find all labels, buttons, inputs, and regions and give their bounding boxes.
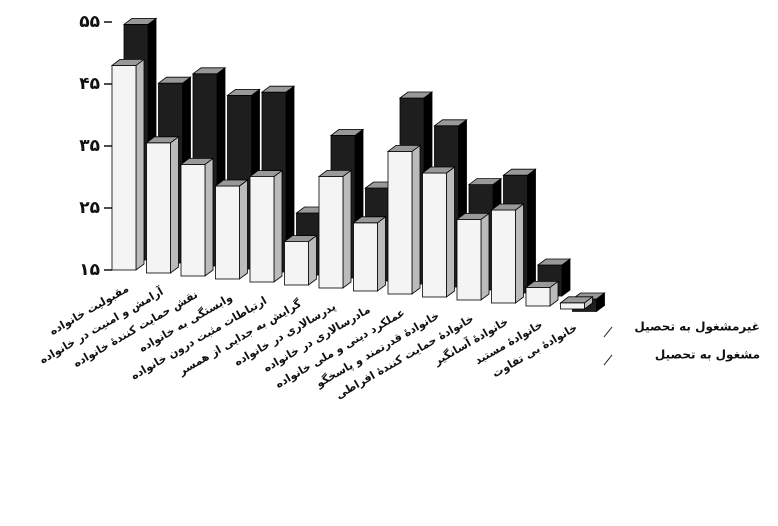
bar-face <box>433 119 468 127</box>
bar-face <box>527 168 536 294</box>
bar-face <box>273 169 283 283</box>
bar-face <box>249 176 275 283</box>
bar-face <box>204 157 214 277</box>
bar-face <box>353 222 378 292</box>
bar-face <box>490 203 525 211</box>
bar-face <box>421 166 456 174</box>
bar <box>214 179 249 280</box>
bar-face <box>318 175 344 289</box>
legend-pointer <box>603 354 613 366</box>
bar-face <box>157 76 192 84</box>
bar-face <box>559 296 594 304</box>
bar-face <box>283 235 318 243</box>
bar-face <box>170 136 179 274</box>
y-tick-label: ۴۵ <box>79 74 100 94</box>
bar-face <box>386 144 422 152</box>
bar-face <box>455 212 491 220</box>
bar-face <box>525 286 551 307</box>
bar-face <box>502 168 537 176</box>
bar-face <box>122 17 158 25</box>
bar-face <box>446 166 455 298</box>
bar <box>317 169 353 289</box>
bar <box>455 212 491 301</box>
bar-face <box>214 179 249 187</box>
bar-face <box>491 209 516 304</box>
bar-face <box>260 85 296 93</box>
bar-face <box>411 144 421 295</box>
bar <box>524 280 560 307</box>
bar-face <box>215 185 240 280</box>
bar-face <box>239 179 248 280</box>
y-tick-label: ۳۵ <box>79 136 100 156</box>
bar-face <box>398 91 434 99</box>
bar-face <box>248 170 284 178</box>
bar-face <box>329 128 365 136</box>
bar-face <box>377 216 386 292</box>
bar-face <box>110 59 146 66</box>
bar-face <box>317 169 353 177</box>
bar <box>248 169 284 283</box>
bar-face <box>456 218 482 301</box>
bar-face <box>560 302 585 310</box>
bar-face <box>111 65 137 271</box>
bar-face <box>146 142 171 274</box>
bar-face <box>387 150 413 295</box>
bar-face <box>422 172 447 298</box>
bar-face <box>515 203 524 304</box>
bar-face <box>145 136 180 144</box>
bar-face <box>352 216 387 224</box>
bar-face <box>467 178 503 186</box>
bar <box>283 234 318 286</box>
legend-label: مشغول به تحصیل <box>655 348 760 363</box>
bar-face <box>536 258 572 266</box>
bar <box>386 144 422 295</box>
bar-face <box>226 89 261 96</box>
bar-face <box>135 58 145 271</box>
bar-face <box>179 157 215 165</box>
bar <box>179 157 215 277</box>
bar-face <box>524 280 560 288</box>
bar <box>490 203 525 304</box>
bar-face <box>480 212 490 301</box>
legend-label: غیرمشغول به تحصیل <box>634 320 760 335</box>
legend-pointer <box>603 326 613 338</box>
bar-face <box>180 163 206 277</box>
bar-face <box>342 169 352 289</box>
bar-face <box>191 67 227 75</box>
bar-face <box>308 234 317 286</box>
bar <box>559 295 594 310</box>
y-tick-label: ۱۵ <box>79 260 100 280</box>
bar <box>145 136 180 274</box>
y-tick-label: ۵۵ <box>79 12 100 32</box>
bar <box>421 166 456 298</box>
bar <box>352 216 387 292</box>
y-tick-label: ۲۵ <box>79 198 100 218</box>
bar <box>110 58 146 271</box>
bar-face <box>284 241 309 286</box>
